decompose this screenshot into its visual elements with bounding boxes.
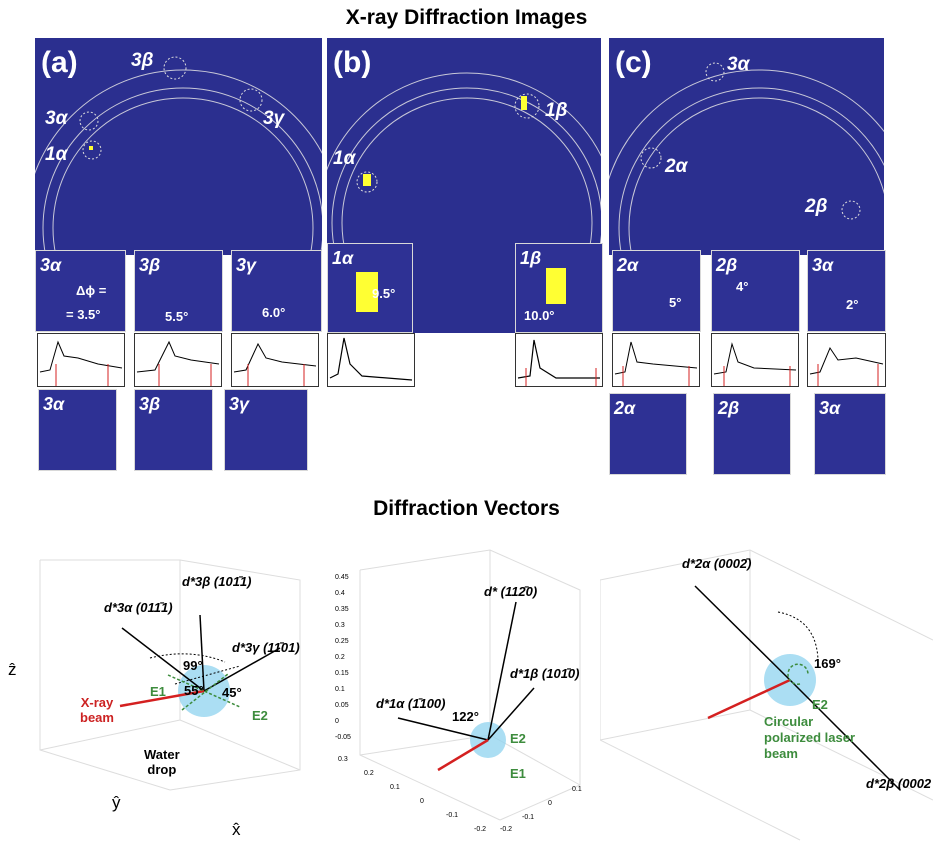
diffraction-rings-c	[609, 62, 884, 255]
zoom-3alpha-a: 3α	[38, 389, 117, 471]
label-e2-plot3: E2	[812, 697, 828, 712]
label-d1beta: d*1β (101̄0)	[510, 666, 580, 681]
vector-d3alpha	[121, 627, 205, 692]
label-e2-plot1: E2	[252, 708, 268, 723]
detector-panel-a: (a) 3β 3γ 3α 1α	[35, 38, 322, 255]
angle-1beta-b: 10.0°	[524, 308, 555, 323]
angle-99: 99°	[183, 658, 203, 673]
inset-1beta-b: 1β 10.0°	[515, 243, 603, 333]
label-water-drop: Water drop	[144, 747, 180, 777]
label-xray-beam: X-ray beam	[80, 695, 114, 725]
laser-beam-line	[707, 678, 791, 720]
inset-3gamma-a: 3γ 6.0°	[231, 250, 322, 332]
vector-d1beta	[487, 687, 535, 741]
profile-1beta-b	[515, 333, 603, 387]
label-3alpha-c: 3α	[727, 54, 750, 75]
profile-3alpha-c	[807, 333, 886, 387]
zoom-3alpha-c: 3α	[814, 393, 886, 475]
label-3alpha-a: 3α	[45, 108, 68, 129]
axis-y-label: ŷ	[112, 793, 121, 812]
label-d2alpha: d*2α (0002̄)	[682, 556, 752, 571]
label-3gamma-a: 3γ	[263, 108, 285, 129]
axis-z-label: ẑ	[8, 660, 17, 679]
zoom-2alpha-c: 2α	[609, 393, 687, 475]
vector-d1alpha	[397, 717, 489, 741]
angle-45: 45°	[222, 685, 242, 700]
xrd-section-title: X-ray Diffraction Images	[345, 6, 588, 29]
label-d1120: d* (112̄0)	[484, 584, 538, 599]
vector-d3gamma	[203, 647, 281, 692]
label-2alpha-c: 2α	[665, 156, 688, 177]
panel-a-tag: (a)	[41, 46, 78, 79]
vector-plot-2	[359, 549, 581, 821]
vector-plot-1	[39, 559, 301, 791]
diffraction-rings-a	[35, 56, 322, 255]
label-d3gamma: d*3γ (11̄01)	[232, 640, 300, 655]
label-d3beta: d*3β (101̄1)	[182, 574, 252, 589]
panel-c-tag: (c)	[615, 46, 652, 79]
label-d2beta: d*2β (0002	[866, 776, 932, 791]
zoom-3gamma-a: 3γ	[224, 389, 308, 471]
angle-3alpha-c: 2°	[846, 297, 859, 312]
angle-2beta-c: 4°	[736, 279, 749, 294]
angle-122: 122°	[452, 709, 479, 724]
profile-2alpha-c	[612, 333, 700, 387]
profile-3alpha-a	[37, 333, 125, 387]
delta-phi-label: Δϕ =	[76, 283, 107, 298]
angle-3alpha-a: = 3.5°	[66, 307, 101, 322]
label-d1alpha: d*1α (1̄100)	[376, 696, 446, 711]
angle-1alpha-b: 9.5°	[372, 286, 396, 301]
inset-3beta-a: 3β 5.5°	[134, 250, 223, 332]
xray-beam-line	[119, 689, 205, 708]
angle-2alpha-c: 5°	[669, 295, 682, 310]
axis-x-label: x̂	[232, 820, 241, 839]
label-3beta-a: 3β	[131, 50, 154, 71]
label-e2-plot2: E2	[510, 731, 526, 746]
zoom-3beta-a: 3β	[134, 389, 213, 471]
diffraction-rings-b	[327, 72, 601, 333]
profile-3beta-a	[134, 333, 222, 387]
vector-plot-3	[600, 549, 933, 841]
vector-d2alpha	[694, 585, 791, 681]
vectors-section-title: Diffraction Vectors	[373, 497, 560, 520]
label-e1-plot2: E1	[510, 766, 526, 781]
label-e1-plot1: E1	[150, 684, 166, 699]
angle-3beta-a: 5.5°	[165, 309, 189, 324]
label-circular-laser: Circular polarized laser beam	[764, 714, 856, 761]
label-1alpha-b: 1α	[333, 148, 356, 169]
zoom-2beta-c: 2β	[713, 393, 791, 475]
vector-d2beta	[789, 679, 901, 791]
angle-3gamma-a: 6.0°	[262, 305, 286, 320]
angle-169: 169°	[814, 656, 841, 671]
vector-d1120	[487, 601, 517, 741]
panel-b-tag: (b)	[333, 46, 372, 79]
inset-2alpha-c: 2α 5°	[612, 250, 701, 332]
xray-beam-line-2	[437, 738, 489, 772]
profile-3gamma-a	[231, 333, 319, 387]
profile-2beta-c	[711, 333, 799, 387]
label-1beta-b: 1β	[545, 100, 568, 121]
profile-1alpha-b	[327, 333, 415, 387]
inset-1alpha-b: 1α 9.5°	[327, 243, 413, 333]
label-2beta-c: 2β	[805, 196, 828, 217]
detector-panel-c: (c) 3α 2α 2β	[609, 38, 884, 255]
label-1alpha-a: 1α	[45, 144, 68, 165]
label-d3alpha: d*3α (011̄1)	[104, 600, 173, 615]
inset-3alpha-c: 3α 2°	[807, 250, 886, 332]
angle-55: 55°	[184, 683, 204, 698]
vector-d3beta	[199, 614, 205, 692]
inset-3alpha-a: 3α Δϕ = = 3.5°	[35, 250, 126, 332]
inset-2beta-c: 2β 4°	[711, 250, 800, 332]
